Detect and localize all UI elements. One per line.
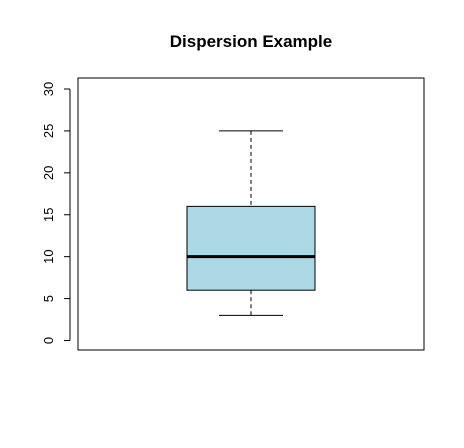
iqr-box: [186, 205, 316, 291]
y-tick-label: 15: [41, 208, 56, 222]
y-tick-label: 5: [41, 295, 56, 302]
y-tick-label: 0: [41, 337, 56, 344]
y-tick-label: 25: [41, 124, 56, 138]
y-tick-label: 30: [41, 82, 56, 96]
y-axis-ticks: 0 5 10 15 20 25 30: [41, 82, 70, 344]
plot-frame: [77, 77, 425, 351]
y-tick-label: 10: [41, 249, 56, 263]
boxplot: [186, 130, 316, 316]
y-tick-label: 20: [41, 166, 56, 180]
chart-title: Dispersion Example: [170, 32, 333, 51]
